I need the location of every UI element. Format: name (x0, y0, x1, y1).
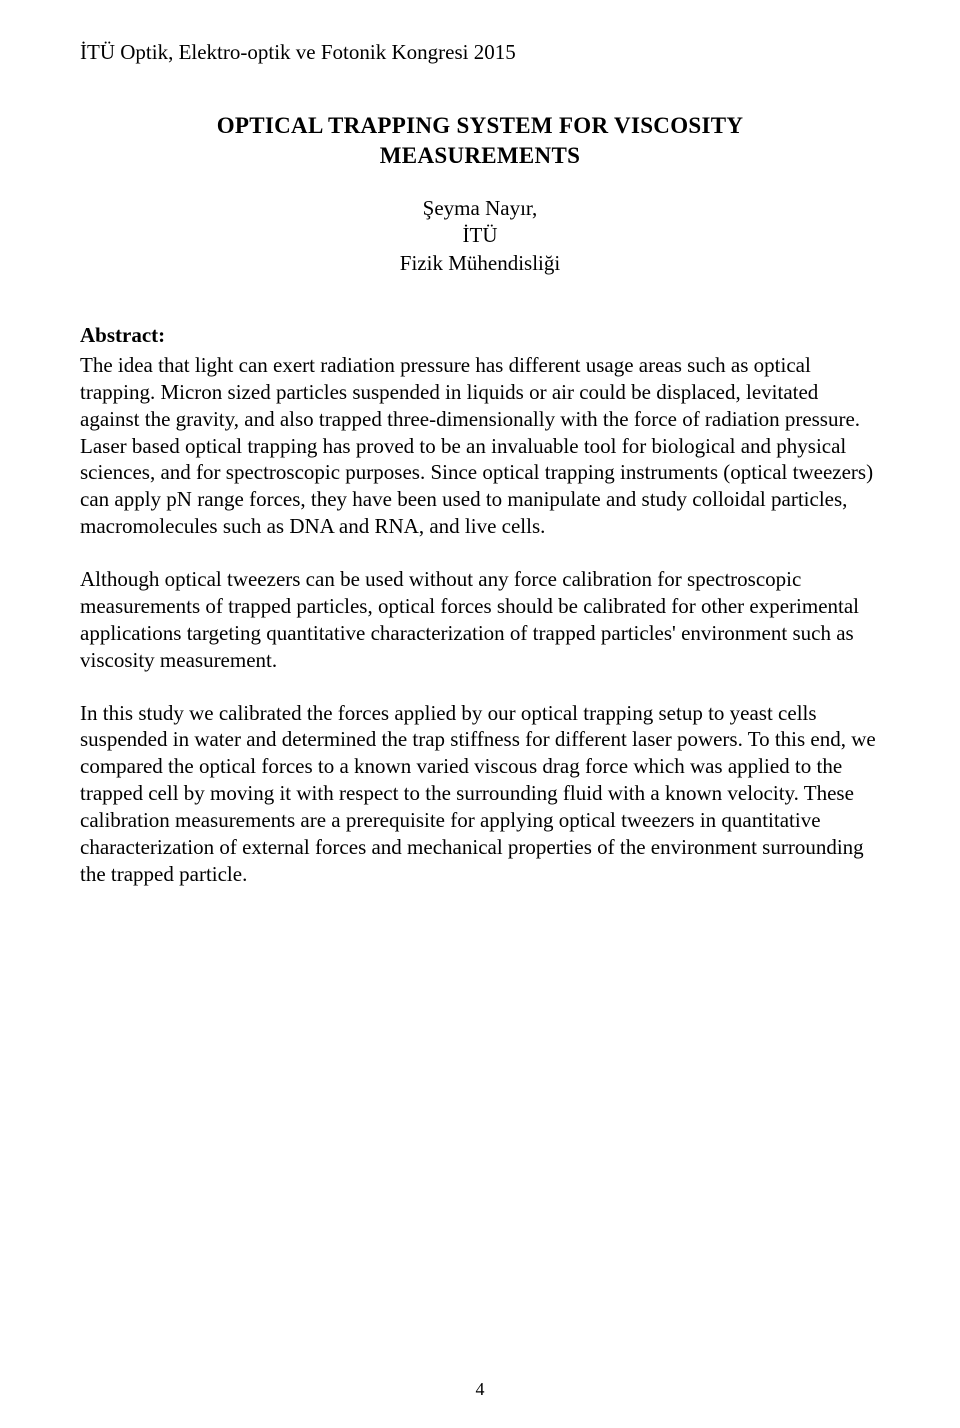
author-block: Şeyma Nayır, İTÜ Fizik Mühendisliği (80, 195, 880, 277)
abstract-label: Abstract: (80, 323, 880, 348)
author-affiliation-1: İTÜ (80, 222, 880, 249)
author-name: Şeyma Nayır, (80, 195, 880, 222)
author-affiliation-2: Fizik Mühendisliği (80, 250, 880, 277)
abstract-paragraph-2: Although optical tweezers can be used wi… (80, 566, 880, 674)
document-title-line2: MEASUREMENTS (80, 143, 880, 169)
running-header: İTÜ Optik, Elektro-optik ve Fotonik Kong… (80, 40, 880, 65)
document-title-line1: OPTICAL TRAPPING SYSTEM FOR VISCOSITY (80, 113, 880, 139)
page-number: 4 (0, 1379, 960, 1400)
abstract-paragraph-3: In this study we calibrated the forces a… (80, 700, 880, 888)
document-page: İTÜ Optik, Elektro-optik ve Fotonik Kong… (0, 0, 960, 1428)
abstract-paragraph-1: The idea that light can exert radiation … (80, 352, 880, 540)
